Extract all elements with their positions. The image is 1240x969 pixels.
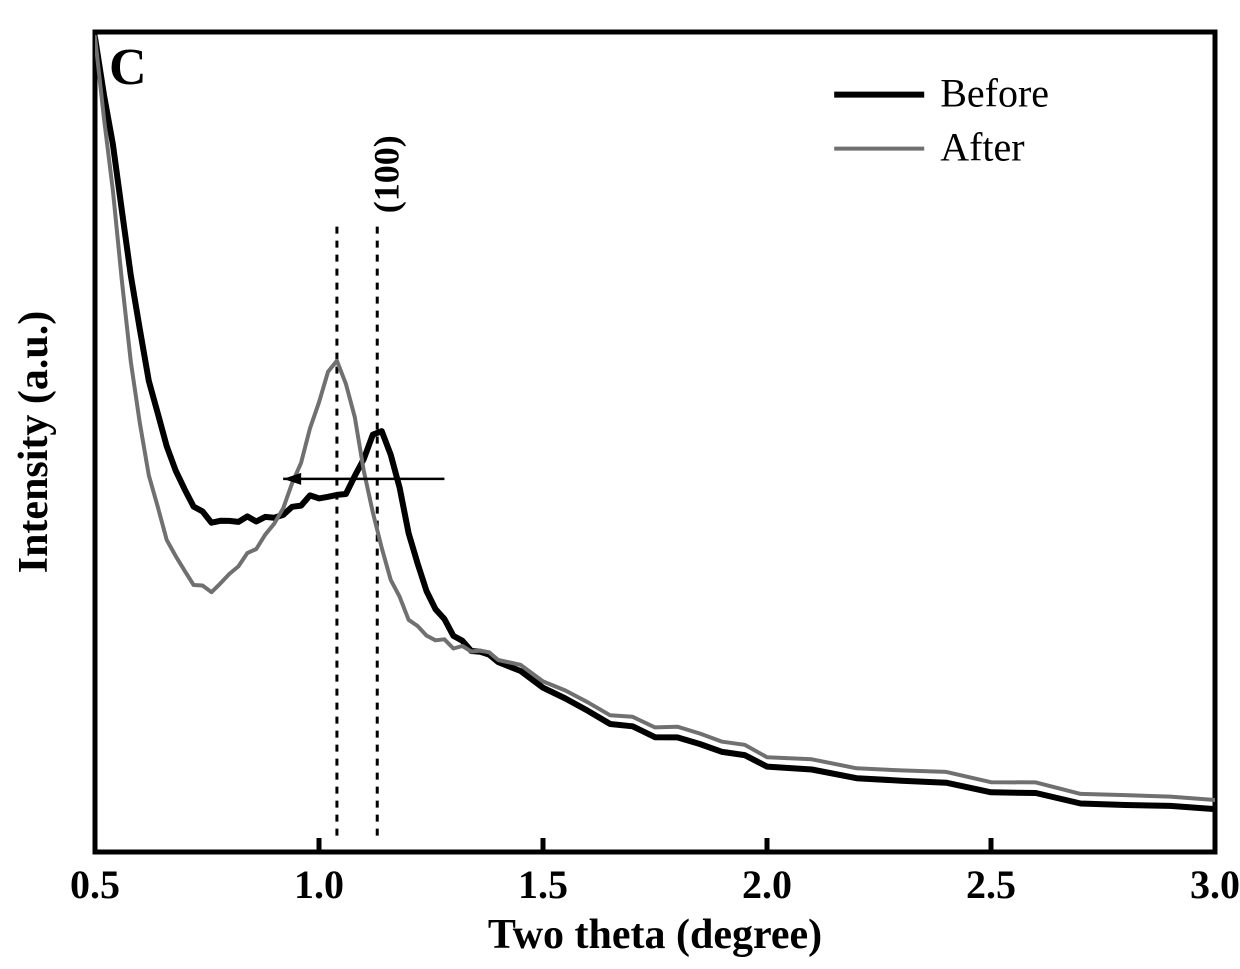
svg-text:Before: Before xyxy=(940,71,1049,116)
svg-text:Two theta (degree): Two theta (degree) xyxy=(488,912,822,958)
svg-text:Intensity (a.u.): Intensity (a.u.) xyxy=(11,311,57,574)
svg-text:C: C xyxy=(109,39,147,96)
xrd-chart: 0.5 1.0 1.5 2.0 2.5 3.0 Two theta (degree) Inte… xyxy=(0,0,1240,969)
svg-text:(100): (100) xyxy=(366,135,406,213)
svg-text:3.0: 3.0 xyxy=(1190,862,1240,907)
chart-svg: 0.5 1.0 1.5 2.0 2.5 3.0 Two theta (degree) Inte… xyxy=(0,0,1240,969)
svg-text:2.5: 2.5 xyxy=(966,862,1016,907)
svg-text:2.0: 2.0 xyxy=(742,862,792,907)
svg-text:1.0: 1.0 xyxy=(294,862,344,907)
svg-text:After: After xyxy=(940,125,1024,170)
svg-text:0.5: 0.5 xyxy=(70,862,120,907)
svg-text:1.5: 1.5 xyxy=(518,862,568,907)
